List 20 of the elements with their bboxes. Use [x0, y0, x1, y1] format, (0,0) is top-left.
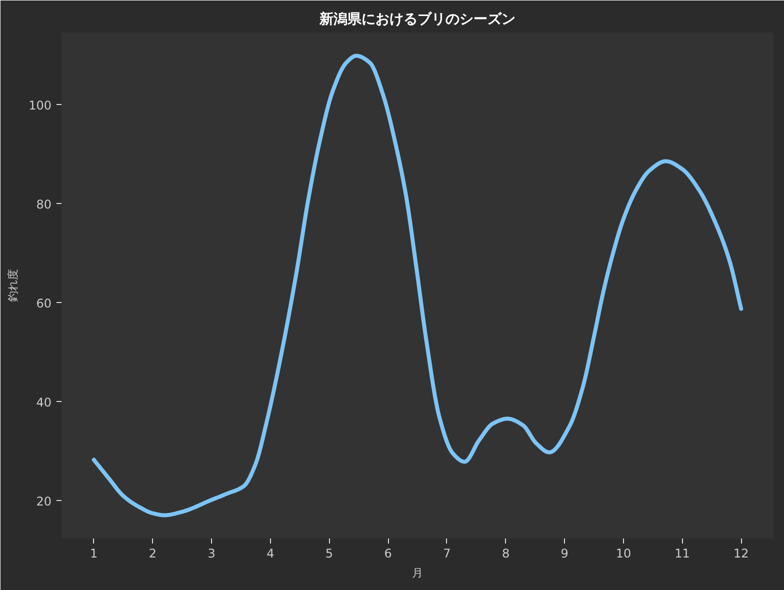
x-tick-label: 2	[148, 546, 157, 560]
x-tick-label: 1	[90, 546, 98, 560]
x-tick-label: 5	[325, 546, 334, 560]
y-tick-label: 80	[36, 197, 52, 212]
chart-title: 新潟県におけるブリのシーズン	[318, 10, 516, 28]
y-tick-label: 100	[28, 98, 52, 112]
x-tick-label: 7	[443, 546, 451, 560]
x-tick-label: 9	[560, 546, 568, 560]
y-tick-label: 60	[36, 296, 52, 310]
y-tick-label: 20	[36, 494, 52, 508]
x-tick-label: 12	[734, 546, 749, 560]
x-axis-title: 月	[412, 566, 423, 580]
x-tick-label: 8	[502, 546, 510, 560]
x-tick-label: 3	[208, 546, 216, 560]
x-tick-label: 11	[674, 546, 690, 560]
x-tick-label: 4	[266, 546, 274, 560]
y-tick-label: 40	[36, 395, 52, 410]
x-tick-label: 10	[616, 546, 632, 560]
y-axis-title: 釣れ度	[6, 269, 20, 302]
x-tick-label: 6	[384, 546, 392, 560]
